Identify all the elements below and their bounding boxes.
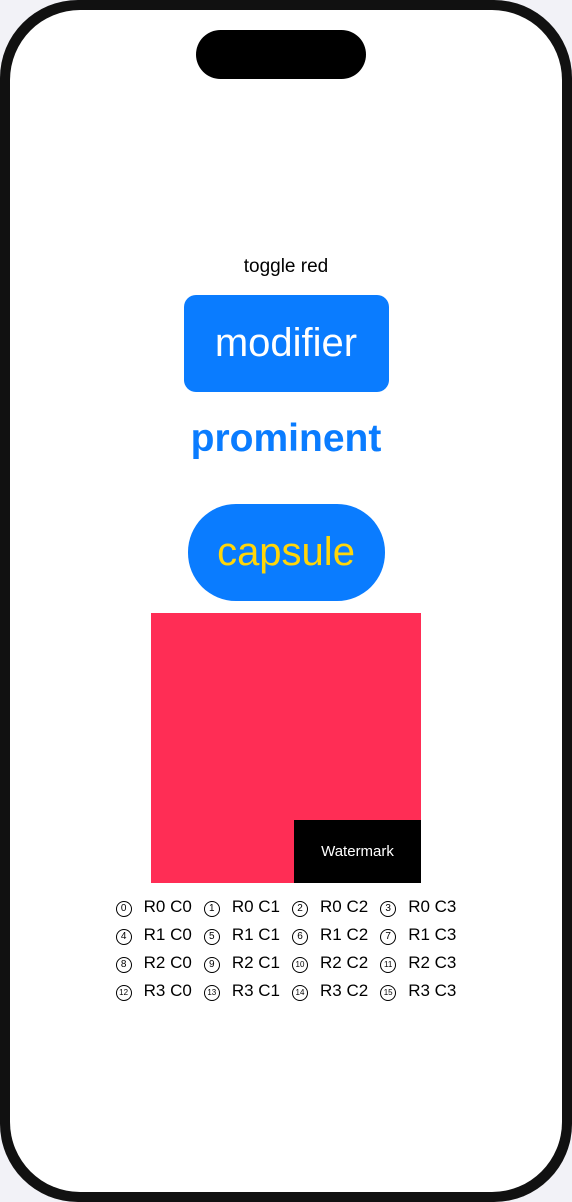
dynamic-island xyxy=(196,30,366,79)
screen: toggle red modifier prominent capsule Wa… xyxy=(10,10,562,1192)
grid-cell: 4 R1 C0 xyxy=(115,921,192,949)
cell-label: R1 C1 xyxy=(231,925,280,944)
grid-cell: 10 R2 C2 xyxy=(292,949,368,977)
grid-cell: 5 R1 C1 xyxy=(203,921,280,949)
cell-grid: 0 R0 C0 1 R0 C1 2 R0 C2 3 R0 C3 4 R1 C0 5 R1 C… xyxy=(110,893,463,1005)
circled-number-icon: 7 xyxy=(380,929,397,945)
cell-label: R1 C3 xyxy=(408,925,457,944)
grid-cell: 6 R1 C2 xyxy=(292,921,368,949)
cell-label: R0 C1 xyxy=(231,897,280,916)
cell-label: R2 C3 xyxy=(408,953,457,972)
circled-number-icon: 1 xyxy=(203,901,220,917)
grid-cell: 7 R1 C3 xyxy=(380,921,456,949)
grid-cell: 14 R3 C2 xyxy=(292,977,368,1005)
cell-label: R0 C2 xyxy=(320,897,369,916)
circled-number-icon: 5 xyxy=(203,929,220,945)
modifier-button[interactable]: modifier xyxy=(183,295,389,392)
grid-row: 0 R0 C0 1 R0 C1 2 R0 C2 3 R0 C3 xyxy=(110,893,463,921)
circled-number-icon: 4 xyxy=(115,929,132,945)
grid-cell: 13 R3 C1 xyxy=(203,977,280,1005)
cell-label: R2 C2 xyxy=(320,953,369,972)
grid-row: 8 R2 C0 9 R2 C1 10 R2 C2 11 R2 C3 xyxy=(110,949,463,977)
red-square: Watermark xyxy=(151,613,421,883)
cell-label: R0 C3 xyxy=(408,897,457,916)
content-stack: toggle red modifier prominent capsule Wa… xyxy=(10,254,562,1005)
grid-row: 4 R1 C0 5 R1 C1 6 R1 C2 7 R1 C3 xyxy=(110,921,463,949)
grid-cell: 3 R0 C3 xyxy=(380,893,456,921)
grid-cell: 9 R2 C1 xyxy=(203,949,280,977)
circled-number-icon: 3 xyxy=(380,901,397,917)
cell-label: R0 C0 xyxy=(143,897,192,916)
grid-cell: 1 R0 C1 xyxy=(203,893,280,921)
circled-number-icon: 8 xyxy=(115,957,132,973)
cell-label: R3 C0 xyxy=(143,981,192,1000)
grid-cell: 12 R3 C0 xyxy=(115,977,192,1005)
capsule-button[interactable]: capsule xyxy=(187,504,385,601)
grid-cell: 15 R3 C3 xyxy=(380,977,456,1005)
circled-number-icon: 11 xyxy=(380,957,397,973)
grid-cell: 11 R2 C3 xyxy=(380,949,456,977)
circled-number-icon: 9 xyxy=(203,957,220,973)
cell-label: R1 C2 xyxy=(320,925,369,944)
grid-cell: 0 R0 C0 xyxy=(115,893,192,921)
cell-label: R2 C0 xyxy=(143,953,192,972)
circled-number-icon: 6 xyxy=(292,929,308,945)
toggle-red-button[interactable]: toggle red xyxy=(243,256,329,277)
cell-label: R1 C0 xyxy=(143,925,192,944)
circled-number-icon: 14 xyxy=(292,985,308,1001)
cell-label: R2 C1 xyxy=(231,953,280,972)
circled-number-icon: 2 xyxy=(292,901,308,917)
circled-number-icon: 15 xyxy=(380,985,397,1001)
watermark-label: Watermark xyxy=(294,820,421,883)
grid-row: 12 R3 C0 13 R3 C1 14 R3 C2 15 R3 C3 xyxy=(110,977,463,1005)
circled-number-icon: 12 xyxy=(115,985,132,1001)
prominent-button[interactable]: prominent xyxy=(190,417,382,460)
circled-number-icon: 10 xyxy=(292,957,308,973)
cell-label: R3 C3 xyxy=(408,981,457,1000)
circled-number-icon: 0 xyxy=(115,901,132,917)
cell-label: R3 C1 xyxy=(231,981,280,1000)
grid-cell: 8 R2 C0 xyxy=(115,949,192,977)
cell-label: R3 C2 xyxy=(320,981,369,1000)
circled-number-icon: 13 xyxy=(203,985,220,1001)
grid-cell: 2 R0 C2 xyxy=(292,893,368,921)
